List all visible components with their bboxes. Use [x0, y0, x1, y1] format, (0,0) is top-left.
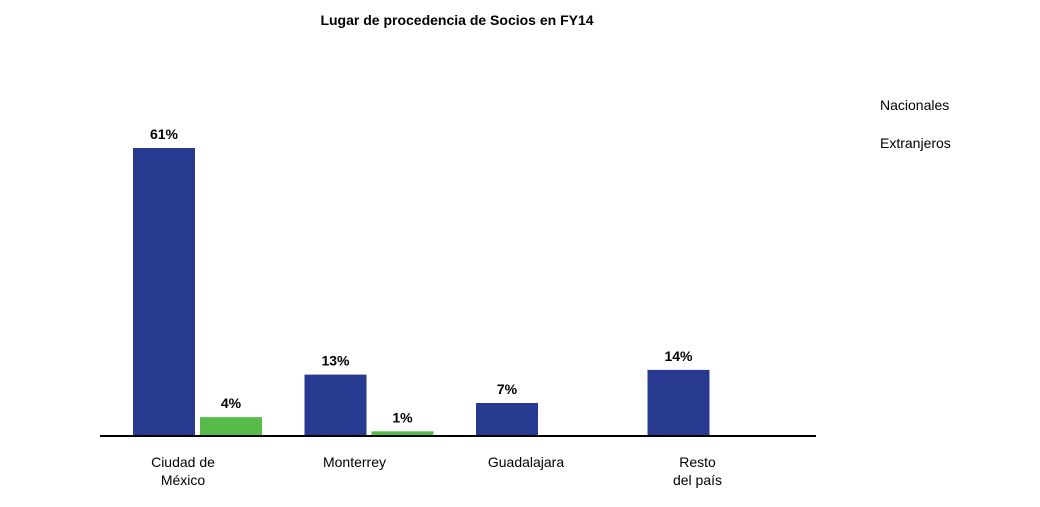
data-label-extranjeros-monterrey: 1% — [392, 409, 413, 425]
data-label-nacionales-resto-del-pais: 14% — [664, 348, 693, 364]
legend-item-nacionales: Nacionales — [880, 97, 949, 113]
category-label-monterrey: Monterrey — [323, 454, 386, 470]
bar-extranjeros-monterrey — [371, 431, 434, 436]
bar-nacionales-ciudad-de-mexico — [133, 148, 195, 436]
legend-item-extranjeros: Extranjeros — [880, 135, 951, 151]
legend: Nacionales Extranjeros — [880, 97, 951, 151]
category-label-ciudad-de-mexico: Ciudad de México — [151, 454, 215, 488]
labels-layer: 61% 4% Ciudad de México 13% 1% Monterrey 7% Guad… — [150, 126, 722, 488]
data-label-nacionales-guadalajara: 7% — [497, 381, 518, 397]
data-label-nacionales-monterrey: 13% — [321, 353, 350, 369]
bar-extranjeros-ciudad-de-mexico — [200, 417, 262, 436]
bar-nacionales-monterrey — [304, 374, 367, 436]
bars-layer — [133, 148, 710, 436]
bar-nacionales-resto-del-pais — [647, 369, 710, 436]
category-label-guadalajara: Guadalajara — [488, 454, 564, 470]
category-label-resto-del-pais: Resto del país — [673, 454, 722, 488]
bar-nacionales-guadalajara — [476, 403, 538, 436]
data-label-nacionales-ciudad-de-mexico: 61% — [150, 126, 179, 142]
data-label-extranjeros-ciudad-de-mexico: 4% — [221, 395, 242, 411]
chart-title: Lugar de procedencia de Socios en FY14 — [320, 12, 593, 28]
